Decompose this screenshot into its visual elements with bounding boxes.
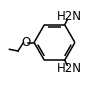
Text: H2N: H2N xyxy=(56,62,81,75)
Text: O: O xyxy=(21,36,30,49)
Text: H2N: H2N xyxy=(56,10,81,23)
